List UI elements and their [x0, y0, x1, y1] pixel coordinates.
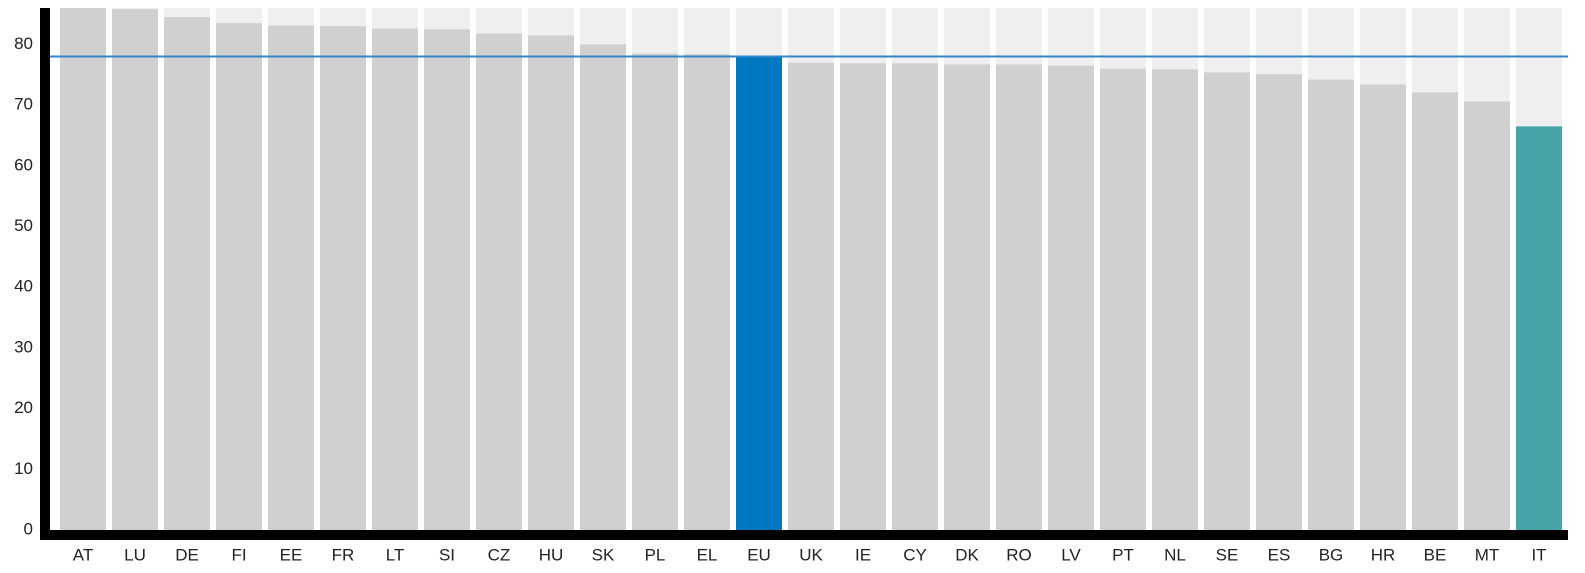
y-tick-label: 70 [14, 95, 33, 114]
bar [632, 53, 678, 530]
bar [736, 56, 782, 531]
bar [1256, 74, 1302, 530]
bar [684, 54, 730, 530]
bar [1516, 126, 1562, 530]
y-axis [40, 8, 50, 540]
bar [840, 63, 886, 530]
bar [424, 29, 470, 530]
x-tick-label: EL [697, 545, 718, 564]
x-tick-label: ES [1268, 545, 1291, 564]
bar [476, 33, 522, 531]
bar [892, 63, 938, 530]
bar [268, 25, 314, 530]
bar [216, 23, 262, 531]
y-tick-label: 80 [14, 34, 33, 53]
bar [112, 9, 158, 531]
x-tick-label: NL [1164, 545, 1186, 564]
x-tick-label: MT [1475, 545, 1500, 564]
x-tick-label: SE [1216, 545, 1239, 564]
bar [580, 44, 626, 530]
x-tick-label: UK [799, 545, 823, 564]
bar [372, 28, 418, 531]
y-tick-label: 10 [14, 459, 33, 478]
x-tick-label: DK [955, 545, 979, 564]
bar [528, 35, 574, 530]
x-tick-label: AT [73, 545, 93, 564]
x-tick-label: CZ [488, 545, 511, 564]
x-tick-label: FI [231, 545, 246, 564]
bar [164, 17, 210, 530]
x-tick-label: BE [1424, 545, 1447, 564]
x-tick-label: IE [855, 545, 871, 564]
x-tick-label: PT [1112, 545, 1134, 564]
x-tick-label: IT [1531, 545, 1546, 564]
bar [788, 62, 834, 531]
label-layer: 0 10 20 30 40 50 60 70 80 AT LU DE FI EE FR LT SI CZ HU SK P… [14, 34, 1546, 565]
y-tick-label: 40 [14, 277, 33, 296]
bar-layer [60, 8, 1562, 531]
bar [1152, 69, 1198, 530]
bar [944, 64, 990, 530]
x-tick-label: SK [592, 545, 615, 564]
x-tick-label: EE [280, 545, 303, 564]
bar [1412, 92, 1458, 531]
x-tick-label: PL [645, 545, 666, 564]
x-tick-label: LU [124, 545, 146, 564]
x-tick-label: HU [539, 545, 564, 564]
x-tick-label: RO [1006, 545, 1032, 564]
x-tick-label: LT [386, 545, 405, 564]
y-tick-label: 0 [24, 519, 33, 538]
bar [1204, 72, 1250, 530]
x-tick-label: BG [1319, 545, 1344, 564]
bar [1100, 68, 1146, 530]
bar [996, 64, 1042, 530]
x-tick-label: DE [175, 545, 199, 564]
x-tick-label: EU [747, 545, 771, 564]
bar [1048, 65, 1094, 531]
bar [1464, 101, 1510, 530]
bar [1308, 79, 1354, 530]
bar [60, 8, 106, 530]
x-axis [50, 530, 1568, 540]
bar [320, 26, 366, 531]
y-tick-label: 50 [14, 216, 33, 235]
x-tick-label: LV [1061, 545, 1081, 564]
x-tick-label: FR [332, 545, 355, 564]
x-tick-label: CY [903, 545, 927, 564]
x-tick-label: HR [1371, 545, 1396, 564]
bar [1360, 84, 1406, 531]
x-tick-label: SI [439, 545, 455, 564]
y-tick-label: 20 [14, 398, 33, 417]
y-tick-label: 30 [14, 337, 33, 356]
y-tick-label: 60 [14, 155, 33, 174]
